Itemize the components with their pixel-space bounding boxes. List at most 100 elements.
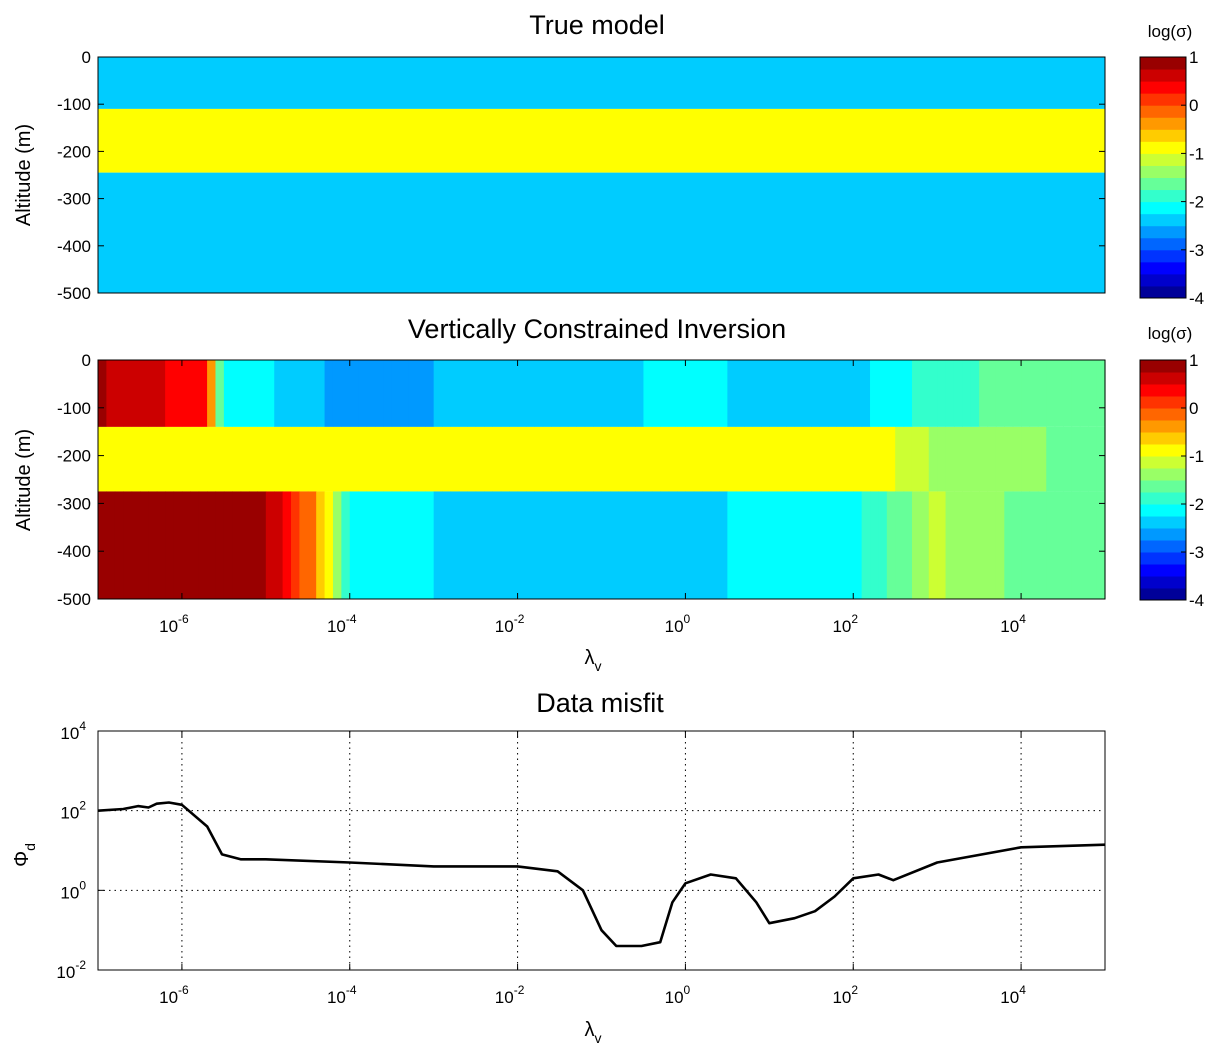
x-tick-exp: -6 (178, 983, 189, 997)
x-tick-exp: 2 (851, 983, 858, 997)
vci-cell (609, 360, 619, 427)
vci-cell (484, 360, 494, 427)
vci-cell (1004, 360, 1014, 427)
vci-cell (693, 360, 703, 427)
vci-cell (542, 491, 552, 599)
misfit-x-label: λv (585, 1019, 602, 1046)
vci-cell (299, 426, 309, 492)
vci-cell (953, 426, 963, 492)
true-model-y-label: Altitude (m) (13, 124, 35, 226)
vci-cell (979, 360, 989, 427)
vci-cell (1029, 360, 1039, 427)
colorbar-swatch (1140, 237, 1186, 251)
colorbar-swatch (1140, 93, 1186, 106)
y-tick-label: -400 (57, 237, 91, 256)
vci-cell (928, 426, 938, 492)
vci-colorbar-label: log(σ) (1148, 324, 1193, 343)
vci-cell (744, 426, 754, 492)
colorbar-frame (1139, 56, 1187, 299)
vci-cell (442, 491, 452, 599)
vci-cell (819, 360, 829, 427)
x-tick-exp: -2 (514, 983, 525, 997)
x-tick-label: 10-6 (159, 983, 189, 1007)
vci-cell (710, 491, 720, 599)
vci-title: Vertically Constrained Inversion (408, 314, 786, 344)
vci-cell (702, 491, 712, 599)
vci-cell (114, 360, 124, 427)
vci-cell (626, 360, 636, 427)
vci-cell (425, 360, 435, 427)
y-tick-exp: 0 (79, 878, 86, 892)
colorbar-swatch (1140, 69, 1186, 82)
vci-cell (408, 426, 418, 492)
vci-cell (307, 426, 317, 492)
vci-cell (953, 360, 963, 427)
vci-cell (760, 360, 770, 427)
colorbar-swatch (1140, 444, 1186, 457)
vci-cell (324, 491, 334, 599)
vci-cell (458, 491, 468, 599)
vci-cell (685, 491, 695, 599)
vci-cell (475, 491, 485, 599)
vci-cell (525, 491, 535, 599)
vci-cell (802, 426, 812, 492)
vci-cell (844, 360, 854, 427)
vci-cell (677, 491, 687, 599)
vci-cell (685, 360, 695, 427)
vci-cell (1063, 491, 1073, 599)
vci-cell (307, 360, 317, 427)
vci-cell (148, 491, 158, 599)
y-tick-label: -300 (57, 190, 91, 209)
vci-cell (718, 426, 728, 492)
vci-cell (727, 426, 737, 492)
colorbar-swatch (1140, 528, 1186, 541)
vci-cell (1029, 491, 1039, 599)
vci-cell (1096, 491, 1106, 599)
vci-cell (1021, 491, 1031, 599)
y-tick-label: -100 (57, 399, 91, 418)
colorbar-swatch (1140, 273, 1186, 287)
vci-cell (1046, 491, 1056, 599)
vci-cell (500, 360, 510, 427)
colorbar-swatch (1140, 153, 1186, 166)
vci-cell (752, 360, 762, 427)
vci-cell (181, 491, 191, 599)
x-tick-exp: 0 (684, 983, 691, 997)
y-tick-base: 10 (60, 724, 79, 743)
vci-cell (794, 426, 804, 492)
vci-cell (332, 491, 342, 599)
misfit-plot-area (98, 731, 1105, 970)
colorbar-swatch (1140, 456, 1186, 469)
vci-cell (349, 360, 359, 427)
vci-cell (584, 491, 594, 599)
vci-cell (324, 360, 334, 427)
x-tick-label: 10-2 (495, 612, 525, 636)
misfit-y-label: Φd (11, 843, 38, 867)
colorbar-swatch (1140, 360, 1186, 373)
vci-cell (660, 426, 670, 492)
colorbar-tick-label: -3 (1189, 241, 1204, 260)
vci-cell (240, 491, 250, 599)
vci-cell (165, 360, 175, 427)
colorbar-swatch (1140, 552, 1186, 565)
vci-cell (1054, 360, 1064, 427)
vci-cell (551, 360, 561, 427)
vci-cell (349, 491, 359, 599)
vci-cell (332, 360, 342, 427)
vci-y-label: Altitude (m) (13, 429, 35, 531)
vci-cell (156, 426, 166, 492)
vci-cell (895, 426, 905, 492)
vci-cell (316, 426, 326, 492)
vci-cell (332, 426, 342, 492)
vci-cell (341, 360, 351, 427)
vci-cell (685, 426, 695, 492)
y-tick-label: 0 (82, 48, 91, 67)
vci-cell (542, 360, 552, 427)
vci-cell (643, 426, 653, 492)
misfit-x-label-main: λ (585, 1019, 595, 1041)
vci-cell (349, 426, 359, 492)
vci-cell (593, 491, 603, 599)
y-tick-base: 10 (56, 963, 75, 982)
vci-cell (534, 491, 544, 599)
